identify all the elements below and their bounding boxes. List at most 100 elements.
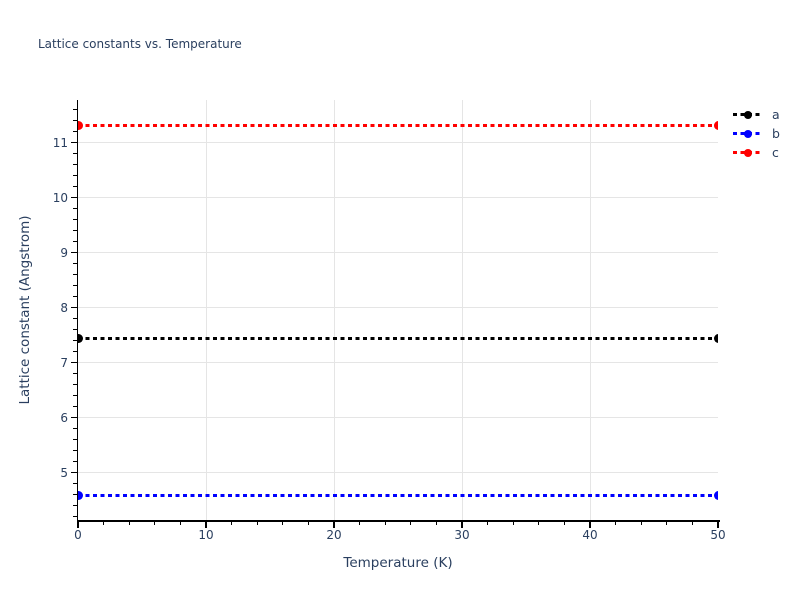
- x-minor-tick: [487, 521, 489, 525]
- y-tick-label: 9: [60, 245, 68, 260]
- x-tick-label: 0: [74, 528, 82, 542]
- series-marker-a: [78, 333, 83, 343]
- x-gridline: [461, 100, 463, 520]
- y-minor-tick: [73, 274, 77, 276]
- series-marker-c: [713, 120, 718, 130]
- x-tick-label: 10: [198, 528, 214, 542]
- series-line-c: [78, 123, 718, 127]
- series-line-b: [78, 493, 718, 497]
- x-minor-tick: [410, 521, 412, 525]
- x-tick-label: 20: [326, 528, 342, 542]
- y-minor-tick: [73, 241, 77, 243]
- x-minor-tick: [307, 521, 309, 525]
- y-major-tick: [70, 362, 77, 364]
- y-major-tick: [70, 197, 77, 199]
- legend-item-c: c: [733, 143, 780, 162]
- y-tick-label: 8: [60, 300, 68, 315]
- x-minor-tick: [128, 521, 130, 525]
- x-gridline: [333, 100, 335, 520]
- y-tick-label: 6: [60, 410, 68, 425]
- y-minor-tick: [73, 483, 77, 485]
- x-major-tick: [205, 521, 207, 528]
- y-minor-tick: [73, 219, 77, 221]
- chart-title: Lattice constants vs. Temperature: [38, 37, 242, 51]
- y-minor-tick: [73, 208, 77, 210]
- y-major-tick: [70, 472, 77, 474]
- y-minor-tick: [73, 186, 77, 188]
- x-minor-tick: [435, 521, 437, 525]
- y-gridline: [78, 417, 718, 419]
- x-major-tick: [333, 521, 335, 528]
- series-marker-a: [713, 333, 718, 343]
- y-axis-spine: [76, 100, 78, 522]
- x-minor-tick: [538, 521, 540, 525]
- x-gridline: [589, 100, 591, 520]
- x-minor-tick: [640, 521, 642, 525]
- x-tick-label: 50: [710, 528, 726, 542]
- x-minor-tick: [256, 521, 258, 525]
- plot-area: [78, 100, 718, 520]
- y-minor-tick: [73, 329, 77, 331]
- y-minor-tick: [73, 318, 77, 320]
- y-minor-tick: [73, 373, 77, 375]
- y-minor-tick: [73, 263, 77, 265]
- x-gridline: [205, 100, 207, 520]
- y-minor-tick: [73, 505, 77, 507]
- x-minor-tick: [103, 521, 105, 525]
- y-minor-tick: [73, 120, 77, 122]
- legend-marker-a: [744, 110, 752, 119]
- y-major-tick: [70, 252, 77, 254]
- y-minor-tick: [73, 395, 77, 397]
- x-minor-tick: [512, 521, 514, 525]
- x-minor-tick: [179, 521, 181, 525]
- y-minor-tick: [73, 406, 77, 408]
- x-minor-tick: [563, 521, 565, 525]
- y-minor-tick: [73, 131, 77, 133]
- x-minor-tick: [154, 521, 156, 525]
- x-minor-tick: [691, 521, 693, 525]
- x-minor-tick: [231, 521, 233, 525]
- x-major-tick: [589, 521, 591, 528]
- x-minor-tick: [359, 521, 361, 525]
- legend-swatch-b: [733, 129, 763, 138]
- y-gridline: [78, 142, 718, 144]
- y-gridline: [78, 252, 718, 254]
- y-tick-label: 10: [52, 190, 68, 205]
- x-axis-title: Temperature (K): [343, 555, 453, 571]
- legend-marker-c: [744, 148, 752, 157]
- y-gridline: [78, 362, 718, 364]
- legend-item-b: b: [733, 124, 780, 143]
- x-major-tick: [717, 521, 719, 528]
- x-axis-spine: [76, 520, 720, 522]
- series-marker-c: [78, 120, 83, 130]
- legend-label-b: b: [772, 126, 780, 141]
- y-major-tick: [70, 417, 77, 419]
- y-major-tick: [70, 307, 77, 309]
- x-minor-tick: [282, 521, 284, 525]
- y-major-tick: [70, 142, 77, 144]
- y-minor-tick: [73, 351, 77, 353]
- y-gridline: [78, 197, 718, 199]
- legend-marker-b: [744, 129, 752, 138]
- y-minor-tick: [73, 175, 77, 177]
- x-minor-tick: [615, 521, 617, 525]
- y-minor-tick: [73, 296, 77, 298]
- y-gridline: [78, 472, 718, 474]
- y-minor-tick: [73, 153, 77, 155]
- y-tick-label: 11: [52, 135, 68, 150]
- x-major-tick: [77, 521, 79, 528]
- y-minor-tick: [73, 428, 77, 430]
- y-minor-tick: [73, 109, 77, 111]
- series-line-a: [78, 336, 718, 340]
- y-minor-tick: [73, 340, 77, 342]
- y-minor-tick: [73, 494, 77, 496]
- y-gridline: [78, 307, 718, 309]
- x-major-tick: [461, 521, 463, 528]
- legend-label-c: c: [772, 145, 779, 160]
- series-marker-b: [78, 490, 83, 500]
- legend-label-a: a: [772, 107, 780, 122]
- y-minor-tick: [73, 461, 77, 463]
- x-tick-label: 40: [582, 528, 598, 542]
